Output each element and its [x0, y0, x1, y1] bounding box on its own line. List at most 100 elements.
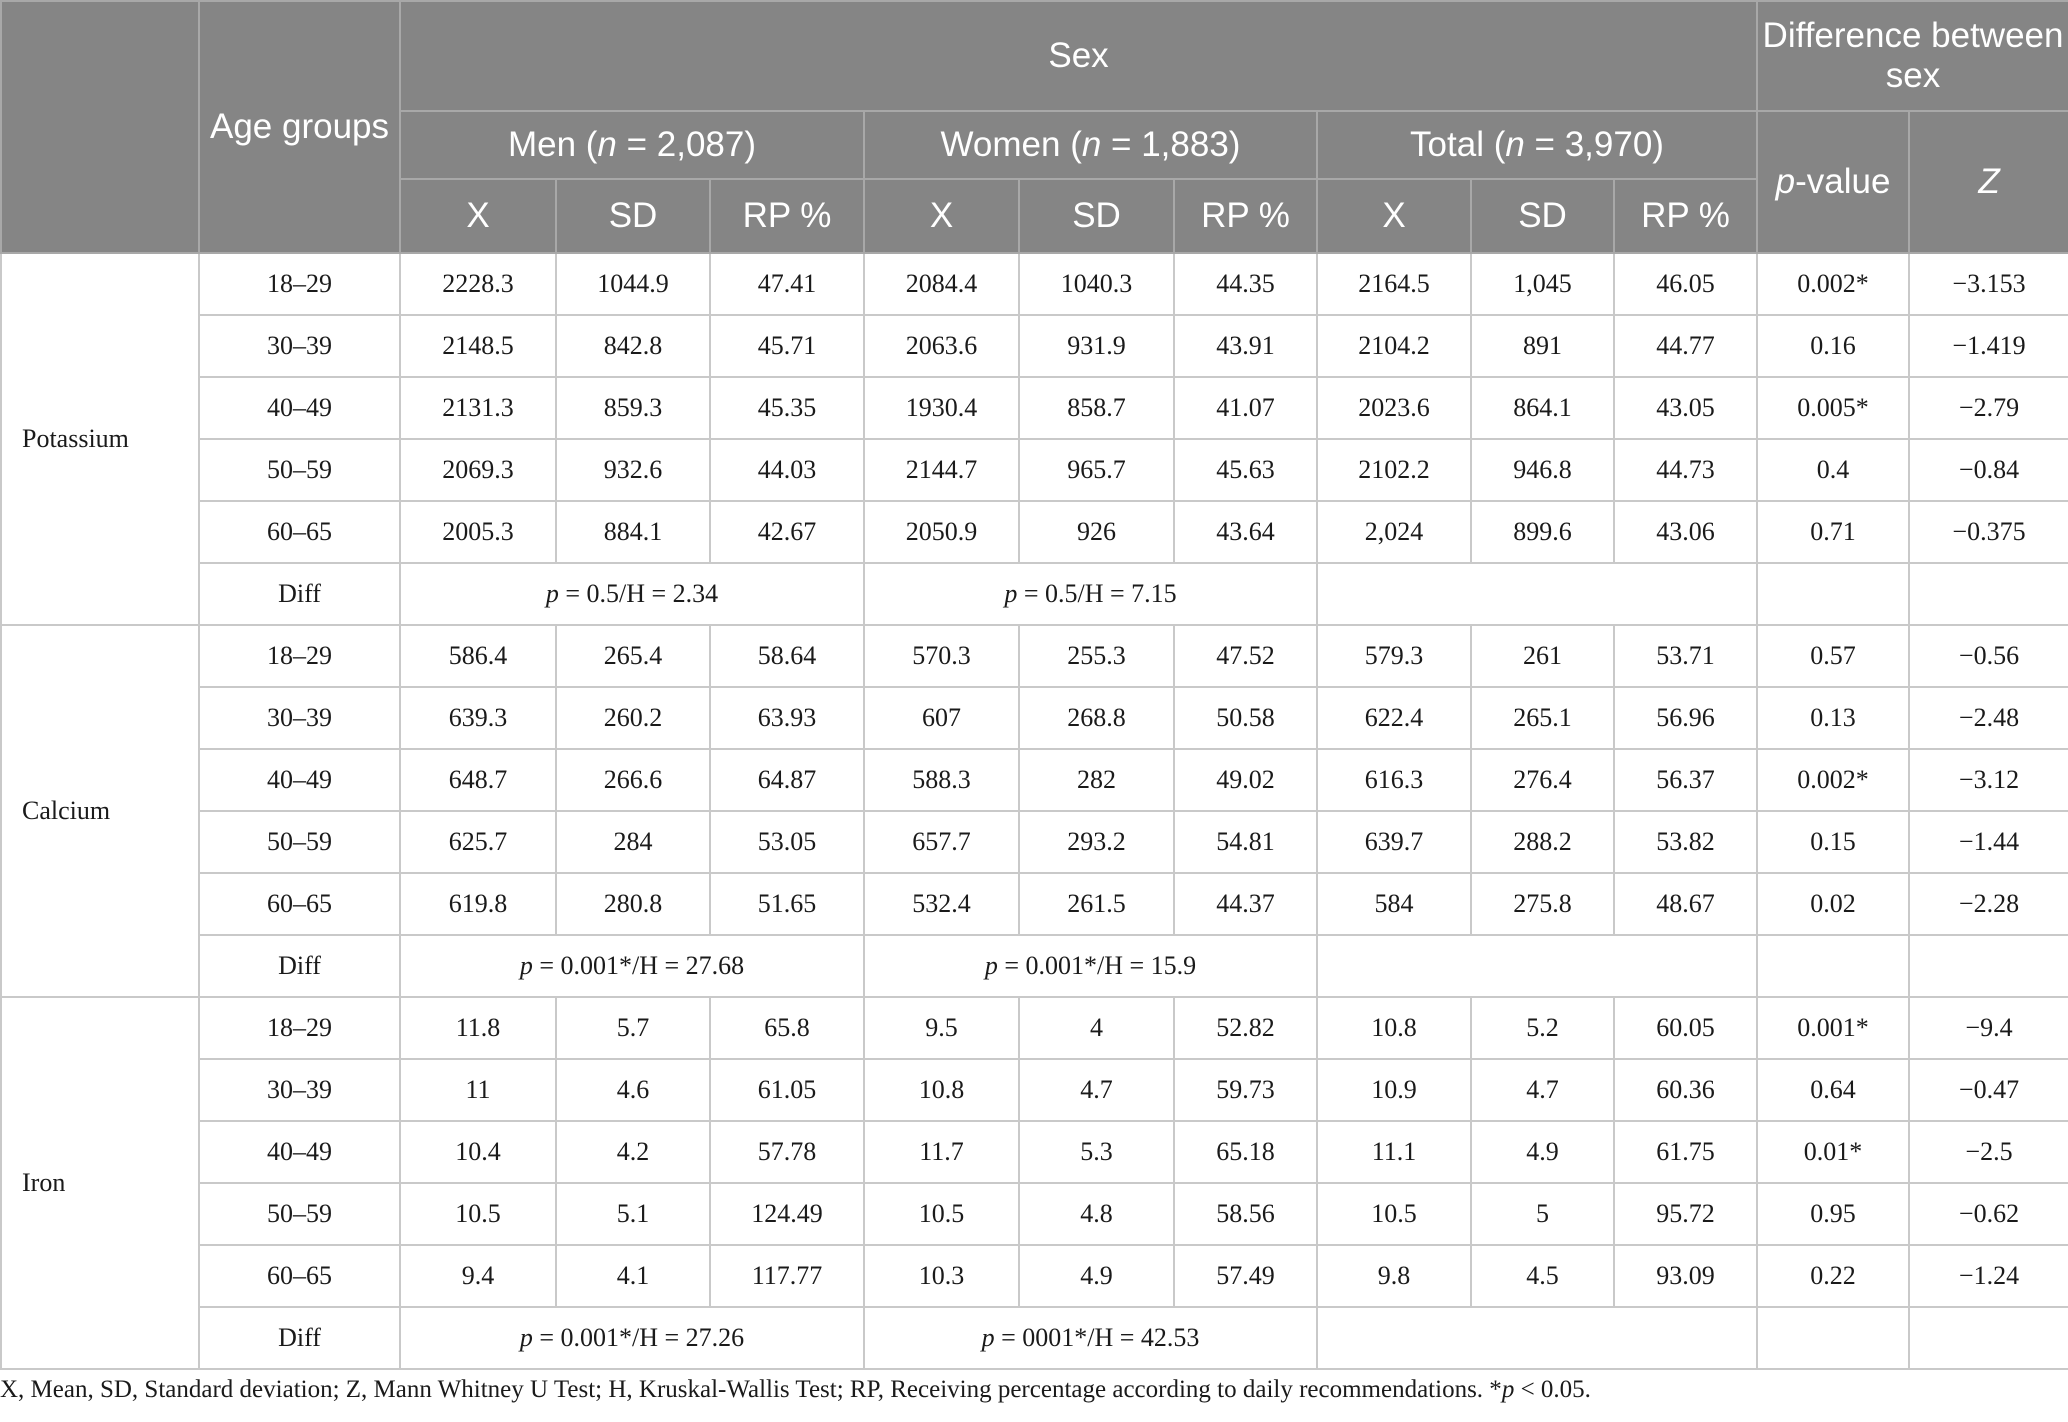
age-group-cell: 60–65: [198, 500, 401, 564]
value-cell: 1040.3: [1018, 252, 1175, 316]
value-cell: 859.3: [555, 376, 711, 440]
value-cell: 58.64: [709, 624, 865, 688]
table-row: 60–65 9.4 4.1 117.77 10.3 4.9 57.49 9.8 4.5 93.09…: [1, 1244, 2068, 1308]
value-cell: 10.5: [399, 1182, 557, 1246]
value-cell: 639.7: [1316, 810, 1472, 874]
value-cell: 95.72: [1612, 1182, 1759, 1246]
value-cell: 842.8: [555, 314, 711, 378]
value-cell: 579.3: [1316, 624, 1472, 688]
value-cell: −1.24: [1908, 1244, 2068, 1308]
value-cell: 0.57: [1756, 624, 1911, 688]
value-cell: −0.47: [1908, 1058, 2068, 1122]
value-cell: 46.05: [1612, 252, 1759, 316]
age-groups-header: Age groups: [198, 0, 401, 254]
value-cell: 2148.5: [399, 314, 557, 378]
empty-cell: [1315, 1306, 1759, 1370]
value-cell: 2104.2: [1316, 314, 1472, 378]
table-row: 60–65 619.8 280.8 51.65 532.4 261.5 44.37 584 27…: [1, 872, 2068, 936]
table-row: 30–39 639.3 260.2 63.93 607 268.8 50.58 622.4 26…: [1, 686, 2068, 750]
value-cell: 2,024: [1316, 500, 1472, 564]
value-cell: 532.4: [863, 872, 1020, 936]
subcolumn-header: SD: [1018, 178, 1175, 254]
value-cell: 864.1: [1470, 376, 1615, 440]
value-cell: 9.5: [863, 996, 1020, 1060]
value-cell: 1044.9: [555, 252, 711, 316]
value-cell: 4.9: [1018, 1244, 1175, 1308]
value-cell: 53.71: [1612, 624, 1759, 688]
table-row: 30–39 11 4.6 61.05 10.8 4.7 59.73 10.9 4.7 60.36 0…: [1, 1058, 2068, 1122]
value-cell: 282: [1018, 748, 1175, 812]
value-cell: 4.2: [555, 1120, 711, 1184]
value-cell: 43.64: [1173, 500, 1318, 564]
age-group-cell: 18–29: [198, 252, 401, 316]
diff-row: Diff p = 0.001*/H = 27.26 p = 0001*/H = 42…: [1, 1306, 2068, 1370]
value-cell: 124.49: [709, 1182, 865, 1246]
age-group-cell: 40–49: [198, 1120, 401, 1184]
diff-label: Diff: [198, 562, 401, 626]
value-cell: 2050.9: [863, 500, 1020, 564]
value-cell: 61.05: [709, 1058, 865, 1122]
value-cell: 607: [863, 686, 1020, 750]
value-cell: 0.13: [1756, 686, 1911, 750]
empty-cell: [1756, 562, 1911, 626]
empty-cell: [1756, 1306, 1911, 1370]
value-cell: 4.6: [555, 1058, 711, 1122]
value-cell: 5: [1470, 1182, 1615, 1246]
age-group-cell: 50–59: [198, 810, 401, 874]
empty-cell: [1908, 1306, 2068, 1370]
value-cell: 44.35: [1173, 252, 1318, 316]
value-cell: 932.6: [555, 438, 711, 502]
value-cell: 899.6: [1470, 500, 1615, 564]
women-header: Women (n = 1,883): [863, 110, 1318, 180]
value-cell: 2005.3: [399, 500, 557, 564]
value-cell: 1,045: [1470, 252, 1615, 316]
value-cell: 0.001*: [1756, 996, 1911, 1060]
value-cell: 10.5: [863, 1182, 1020, 1246]
age-group-cell: 30–39: [198, 1058, 401, 1122]
subcolumn-header: SD: [1470, 178, 1615, 254]
diff-women-cell: p = 0001*/H = 42.53: [863, 1306, 1318, 1370]
value-cell: 45.63: [1173, 438, 1318, 502]
nutrient-name: Calcium: [0, 624, 200, 998]
value-cell: 63.93: [709, 686, 865, 750]
value-cell: 2102.2: [1316, 438, 1472, 502]
value-cell: 265.4: [555, 624, 711, 688]
value-cell: 64.87: [709, 748, 865, 812]
age-group-cell: 30–39: [198, 314, 401, 378]
value-cell: 4.8: [1018, 1182, 1175, 1246]
sex-header: Sex: [398, 0, 1759, 112]
nutrient-name: Iron: [0, 996, 200, 1370]
age-group-cell: 18–29: [198, 996, 401, 1060]
age-group-cell: 50–59: [198, 438, 401, 502]
value-cell: 56.96: [1612, 686, 1759, 750]
value-cell: 946.8: [1470, 438, 1615, 502]
table-row: Potassium 18–29 2228.3 1044.9 47.41 2084.4 104…: [0, 252, 2068, 626]
value-cell: −0.62: [1908, 1182, 2068, 1246]
value-cell: 47.41: [709, 252, 865, 316]
value-cell: 0.02: [1756, 872, 1911, 936]
value-cell: 43.06: [1612, 500, 1759, 564]
value-cell: 891: [1470, 314, 1615, 378]
empty-cell: [1908, 934, 2068, 998]
value-cell: 657.7: [863, 810, 1020, 874]
value-cell: 625.7: [399, 810, 557, 874]
value-cell: 57.78: [709, 1120, 865, 1184]
value-cell: 9.8: [1316, 1244, 1472, 1308]
value-cell: 2063.6: [863, 314, 1020, 378]
value-cell: 622.4: [1316, 686, 1472, 750]
value-cell: 50.58: [1173, 686, 1318, 750]
value-cell: 44.37: [1173, 872, 1318, 936]
difference-between-sex-header: Difference between sex: [1756, 0, 2068, 112]
table-row: 50–59 625.7 284 53.05 657.7 293.2 54.81 639.7 28…: [1, 810, 2068, 874]
value-cell: 266.6: [555, 748, 711, 812]
value-cell: 0.4: [1756, 438, 1911, 502]
age-group-cell: 40–49: [198, 376, 401, 440]
value-cell: −9.4: [1908, 996, 2068, 1060]
value-cell: 10.9: [1316, 1058, 1472, 1122]
value-cell: 60.36: [1612, 1058, 1759, 1122]
value-cell: 4.7: [1470, 1058, 1615, 1122]
value-cell: 0.15: [1756, 810, 1911, 874]
value-cell: −0.375: [1908, 500, 2068, 564]
diff-label: Diff: [198, 934, 401, 998]
value-cell: 260.2: [555, 686, 711, 750]
